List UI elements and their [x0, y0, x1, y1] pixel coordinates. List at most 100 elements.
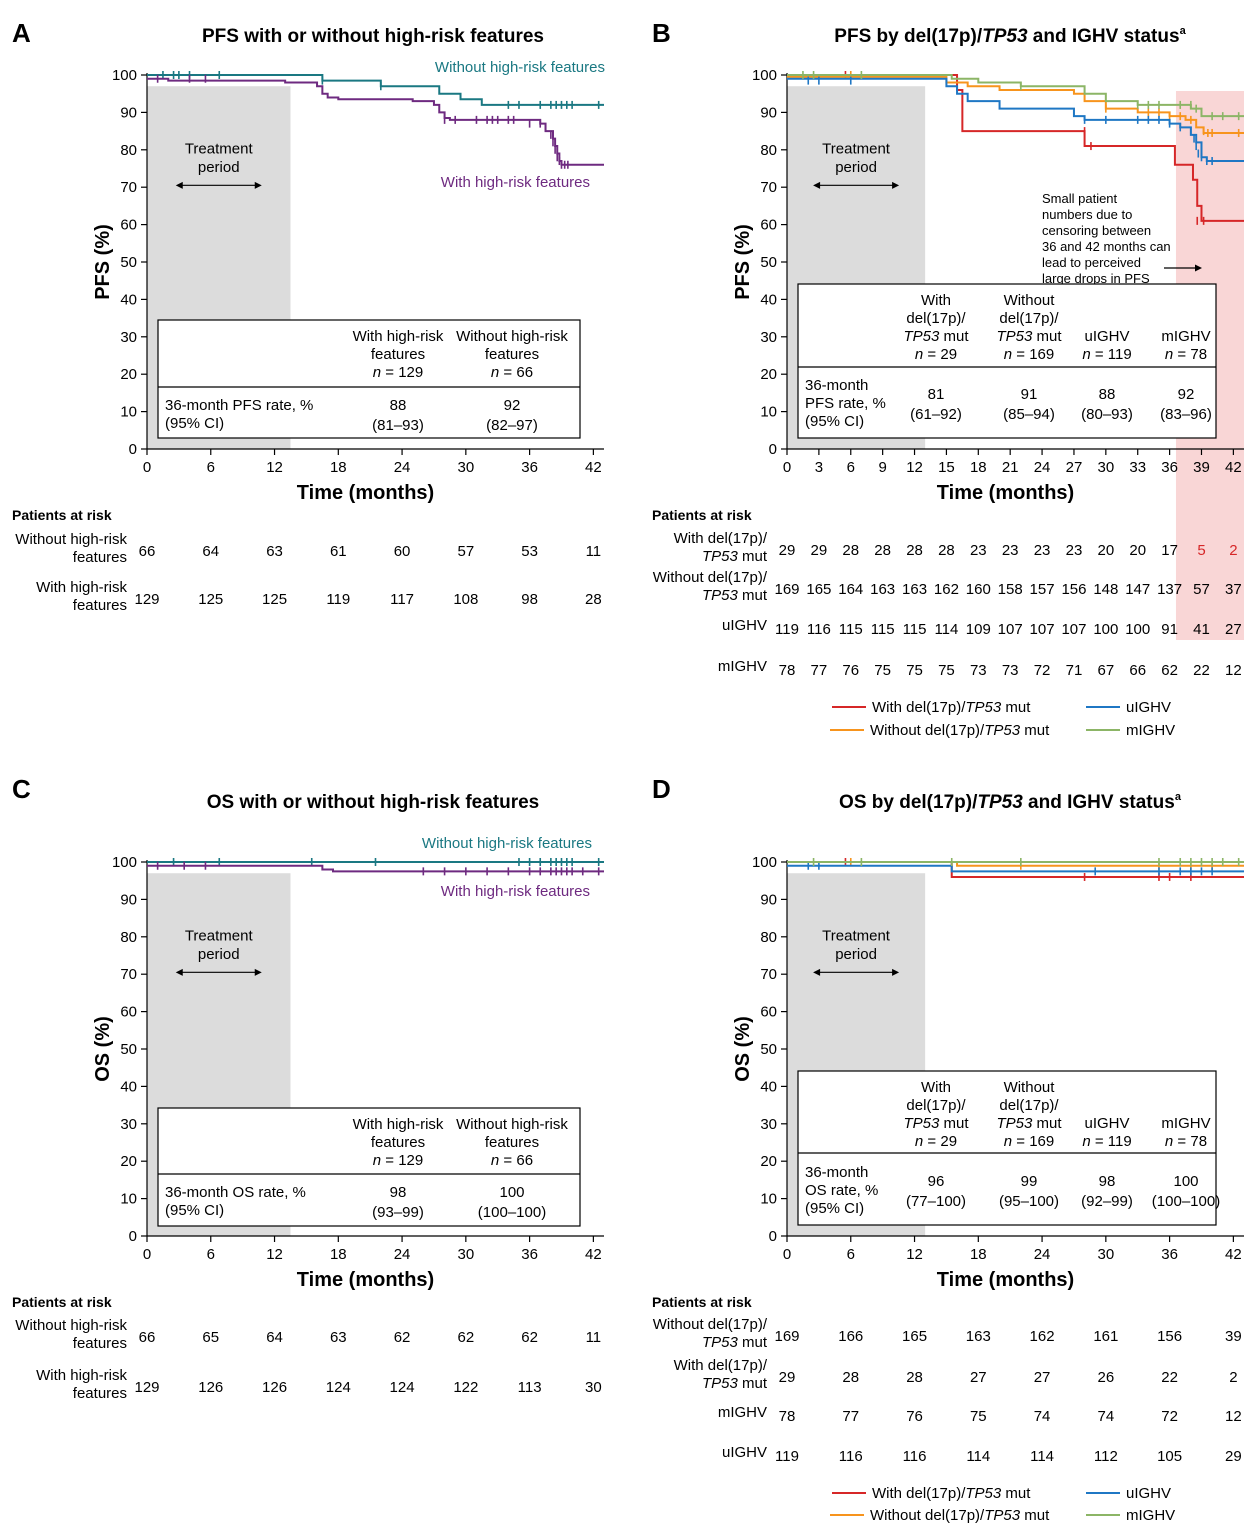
y-tick-label: 40 [760, 291, 777, 308]
table-header: uIGHV [1084, 1115, 1129, 1132]
risk-row-label: features [73, 1385, 127, 1402]
annotation-text: lead to perceived [1042, 255, 1141, 270]
risk-value: 27 [970, 1369, 987, 1386]
summary-table [797, 283, 1217, 439]
x-tick-label: 6 [847, 459, 855, 476]
table-cell: (77–100) [906, 1193, 966, 1210]
table-row-label: 36-month [805, 377, 868, 394]
table-row-label: OS rate, % [805, 1182, 878, 1199]
y-tick-label: 30 [120, 329, 137, 346]
risk-value: 66 [139, 1329, 156, 1346]
table-header: n = 169 [1004, 1133, 1054, 1150]
table-header: features [371, 346, 425, 363]
y-tick-label: 90 [120, 104, 137, 121]
risk-value: 112 [1094, 1448, 1118, 1465]
risk-value: 27 [1034, 1369, 1051, 1386]
risk-value: 109 [966, 621, 991, 638]
risk-value: 29 [779, 1369, 796, 1386]
table-header: del(17p)/ [999, 1097, 1059, 1114]
risk-row-label: features [73, 549, 127, 566]
risk-value: 108 [453, 591, 478, 608]
risk-value: 20 [1097, 542, 1114, 559]
annotation-text: numbers due to [1042, 207, 1132, 222]
risk-value: 124 [326, 1379, 351, 1396]
risk-value: 77 [842, 1408, 859, 1425]
x-axis-title: Time (months) [297, 482, 434, 504]
y-tick-label: 100 [752, 67, 777, 84]
risk-value: 116 [839, 1448, 863, 1465]
risk-value: 12 [1225, 662, 1242, 679]
x-tick-label: 30 [457, 1246, 474, 1263]
table-header: features [371, 1134, 425, 1151]
risk-value: 115 [871, 621, 895, 638]
risk-value: 5 [1197, 542, 1205, 559]
risk-value: 161 [1093, 1328, 1118, 1345]
table-row-label: (95% CI) [805, 1200, 864, 1217]
y-tick-label: 80 [760, 142, 777, 159]
y-tick-label: 10 [760, 1191, 777, 1208]
table-header: features [485, 1134, 539, 1151]
table-header: n = 29 [915, 1133, 957, 1150]
risk-value: 147 [1125, 581, 1150, 598]
legend-label: With del(17p)/TP53 mut [872, 699, 1031, 716]
risk-value: 163 [870, 581, 895, 598]
table-header: With high-risk [353, 328, 444, 345]
annotation-text: Small patient [1042, 191, 1118, 206]
x-tick-label: 42 [585, 459, 602, 476]
panel-title: OS by del(17p)/TP53 and IGHV statusa [839, 791, 1182, 813]
risk-value: 2 [1229, 542, 1237, 559]
y-tick-label: 70 [760, 179, 777, 196]
y-tick-label: 80 [760, 929, 777, 946]
risk-value: 107 [998, 621, 1023, 638]
y-tick-label: 50 [120, 254, 137, 271]
risk-value: 76 [842, 662, 859, 679]
risk-value: 26 [1097, 1369, 1114, 1386]
table-header: n = 119 [1082, 1133, 1131, 1150]
risk-value: 28 [938, 542, 955, 559]
x-tick-label: 6 [207, 459, 215, 476]
table-cell: (93–99) [372, 1204, 424, 1221]
table-cell: 99 [1021, 1173, 1038, 1190]
risk-value: 11 [586, 1329, 602, 1346]
panel-a: A PFS with or without high-risk features T… [12, 18, 605, 614]
risk-value: 23 [1034, 542, 1051, 559]
y-tick-label: 70 [760, 966, 777, 983]
table-cell: (83–96) [1160, 406, 1212, 423]
y-tick-label: 10 [120, 404, 137, 421]
risk-value: 113 [518, 1379, 542, 1396]
risk-value: 12 [1225, 1408, 1242, 1425]
x-tick-label: 0 [143, 459, 151, 476]
arrowhead-right [254, 968, 262, 976]
table-header: n = 66 [491, 364, 533, 381]
table-row-label: (95% CI) [165, 415, 224, 432]
table-cell: 100 [499, 1184, 524, 1201]
table-header: With [921, 1079, 951, 1096]
km-curve-0 [787, 74, 1244, 222]
risk-value: 2 [1229, 1369, 1237, 1386]
table-row-label: 36-month PFS rate, % [165, 397, 313, 414]
annotation-arrowhead [1195, 264, 1202, 272]
risk-row-label: Without high-risk [15, 1317, 127, 1334]
panel-title: PFS by del(17p)/TP53 and IGHV statusa [834, 25, 1186, 47]
risk-value: 60 [394, 543, 411, 560]
treatment-label: Treatment [822, 141, 891, 158]
risk-row-label: Without high-risk [15, 531, 127, 548]
risk-value: 37 [1225, 581, 1242, 598]
table-header: Without [1004, 1079, 1056, 1096]
risk-value: 39 [1225, 1328, 1242, 1345]
table-cell: (61–92) [910, 406, 962, 423]
risk-value: 75 [906, 662, 923, 679]
risk-value: 29 [811, 542, 828, 559]
risk-value: 61 [330, 543, 347, 560]
y-tick-label: 100 [112, 854, 137, 871]
x-tick-label: 42 [1225, 1246, 1242, 1263]
risk-value: 77 [811, 662, 828, 679]
risk-value: 165 [902, 1328, 927, 1345]
curve-label: With high-risk features [441, 174, 590, 191]
risk-value: 72 [1034, 662, 1051, 679]
risk-value: 74 [1097, 1408, 1114, 1425]
y-tick-label: 90 [760, 104, 777, 121]
table-header: TP53 mut [996, 1115, 1062, 1132]
arrowhead-right [892, 181, 900, 189]
risk-value: 98 [521, 591, 538, 608]
